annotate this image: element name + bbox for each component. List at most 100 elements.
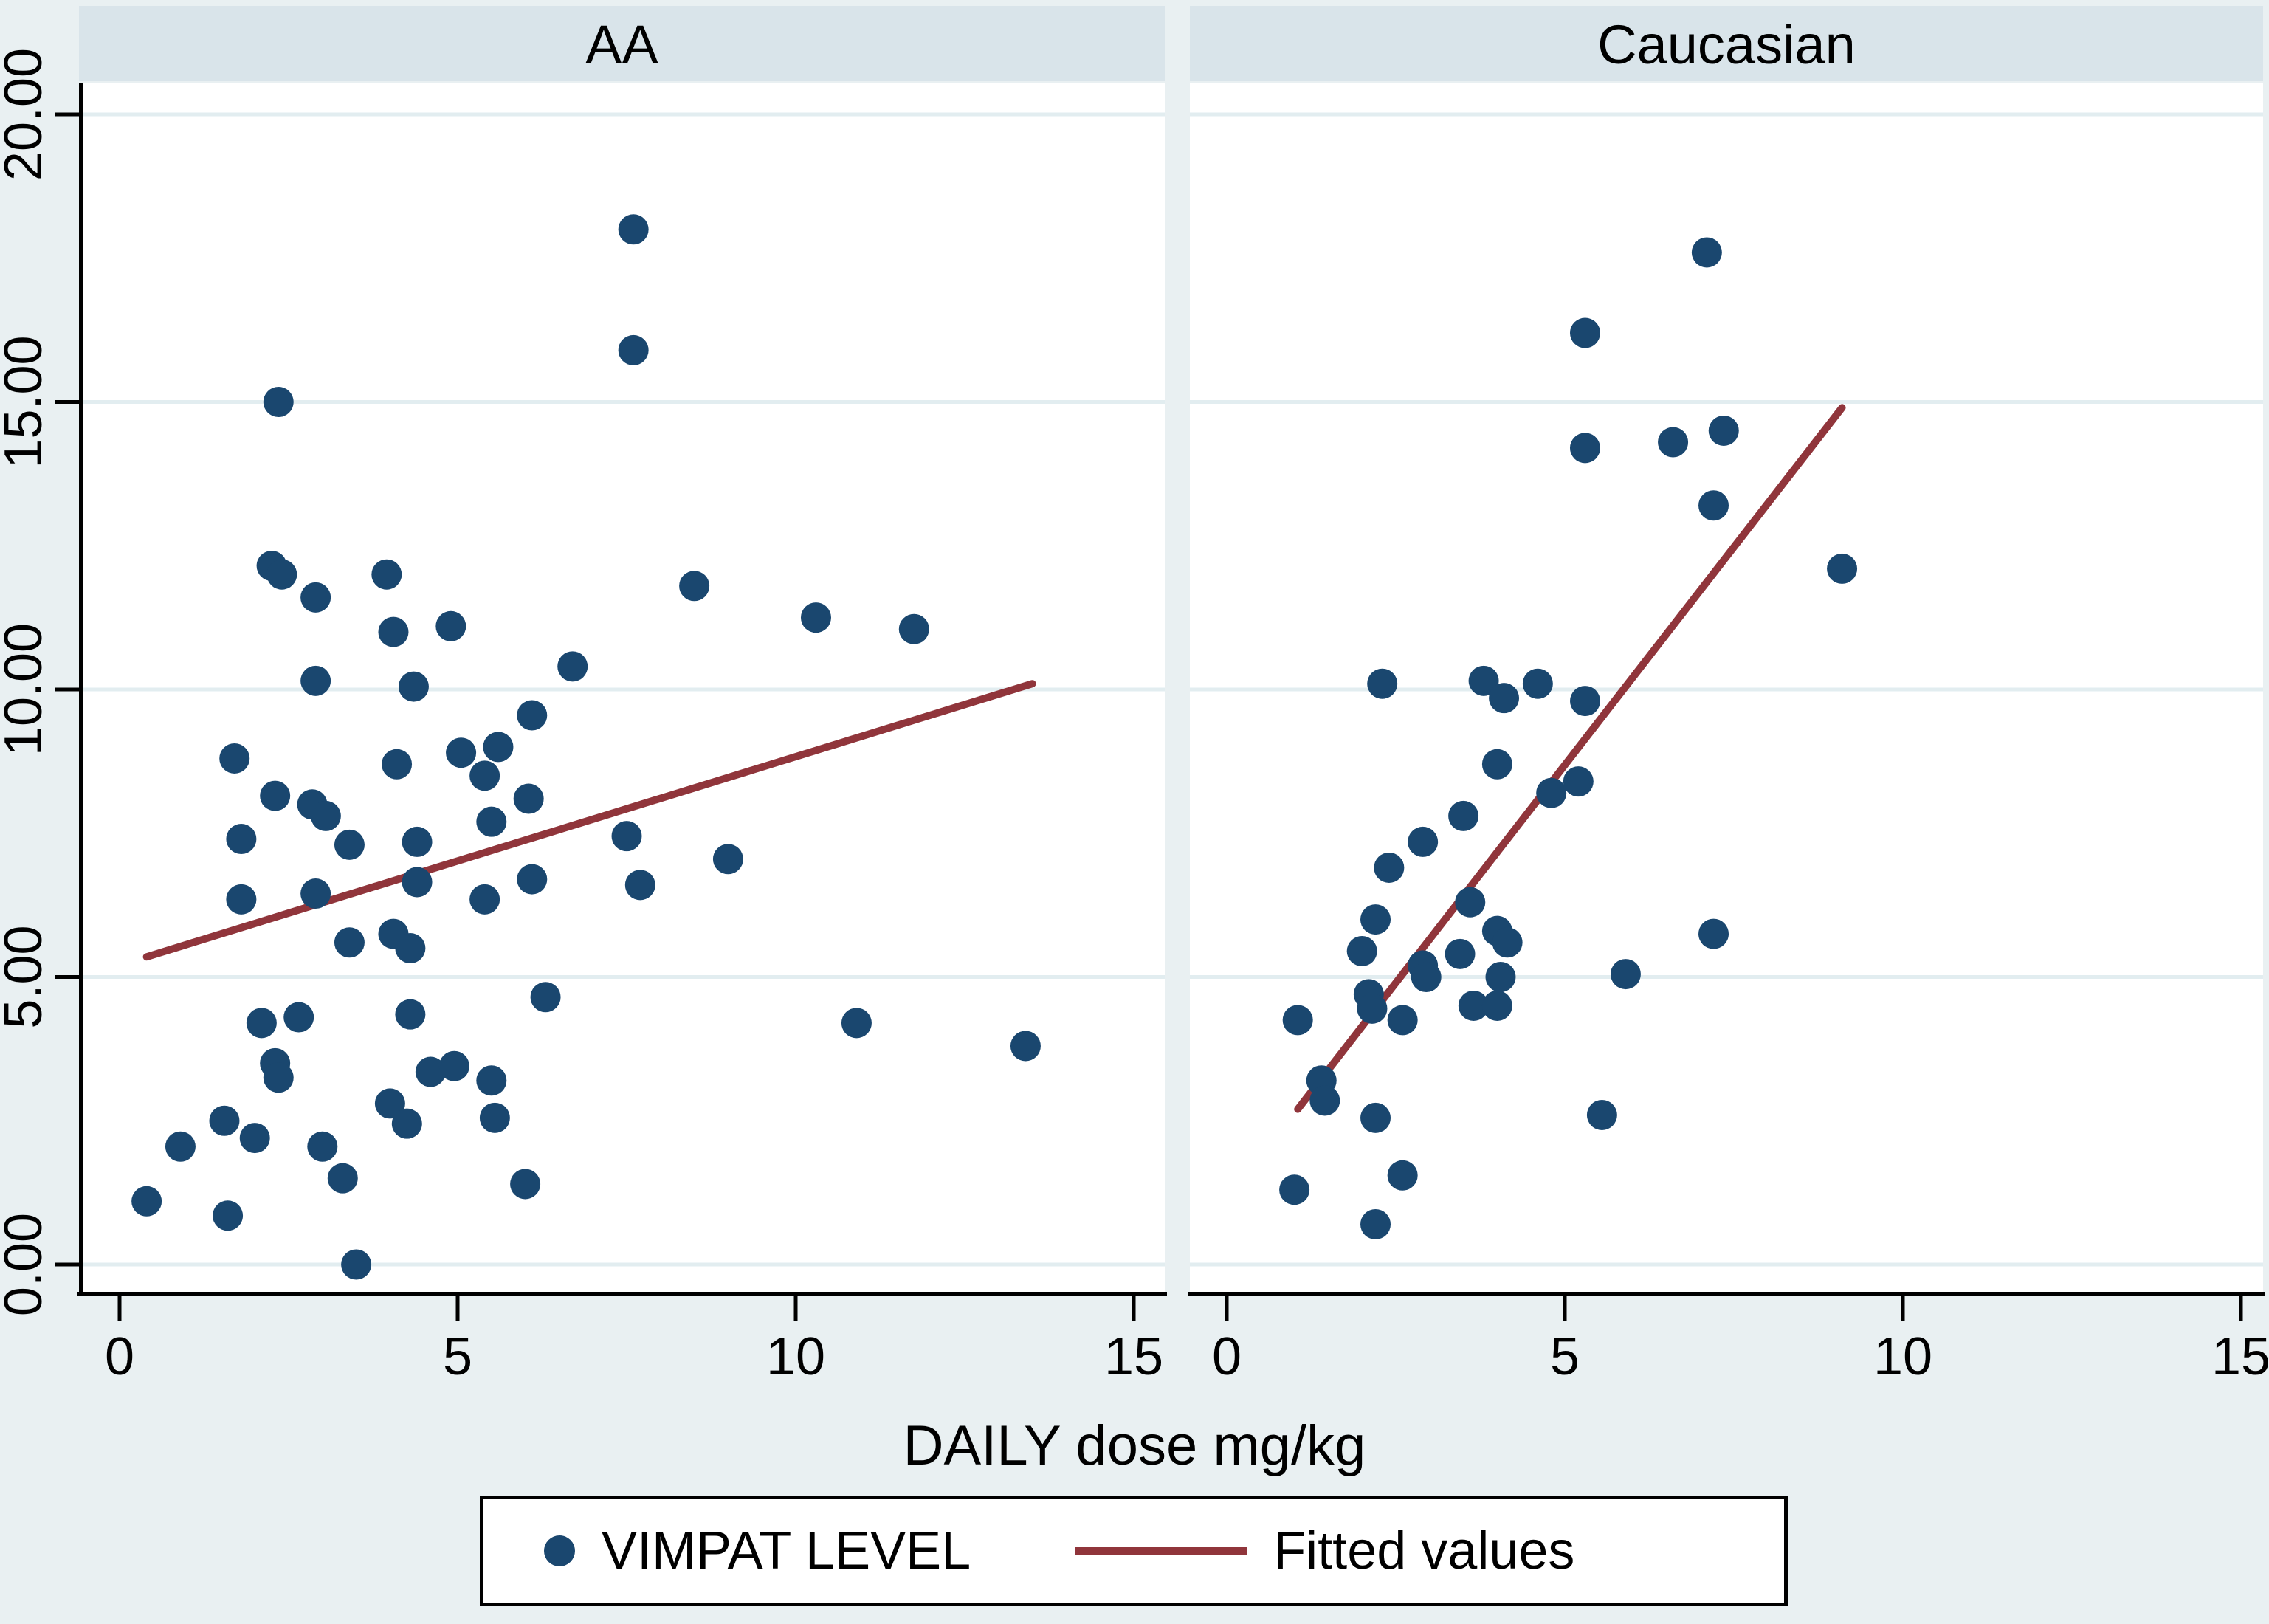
scatter-point — [283, 1002, 314, 1033]
scatter-point — [374, 1088, 405, 1119]
scatter-point — [1569, 317, 1600, 348]
plot-area — [79, 83, 1165, 1292]
scatter-point — [246, 1008, 277, 1039]
scatter-point — [469, 760, 500, 791]
scatter-point — [1485, 962, 1516, 992]
scatter-point — [510, 1169, 541, 1200]
scatter-point — [479, 1102, 510, 1133]
scatter-point — [1411, 962, 1442, 992]
y-tick-label: 10.00 — [0, 623, 53, 756]
scatter-point — [469, 884, 500, 915]
scatter-point — [398, 671, 429, 702]
scatter-point — [611, 821, 642, 852]
scatter-point — [1346, 935, 1377, 966]
scatter-point — [624, 870, 655, 901]
scatter-point — [300, 582, 331, 613]
fitted-values-line — [142, 680, 1036, 961]
scatter-point — [712, 844, 743, 875]
scatter-point — [131, 1186, 162, 1217]
scatter-point — [1360, 904, 1391, 935]
scatter-point — [618, 214, 649, 245]
panel-title: AA — [585, 14, 658, 75]
panel-title-strip — [79, 6, 1165, 81]
scatter-point — [1698, 918, 1729, 949]
scatter-point — [310, 800, 341, 831]
scatter-point — [334, 927, 365, 958]
x-tick-label: 10 — [766, 1327, 825, 1386]
scatter-point — [1481, 990, 1512, 1021]
legend-line-label: Fitted values — [1273, 1521, 1575, 1580]
scatter-point — [395, 999, 426, 1030]
x-tick-label: 5 — [1550, 1327, 1580, 1386]
scatter-point — [327, 1163, 358, 1194]
y-tick-label: 0.00 — [0, 1213, 53, 1316]
scatter-point — [1691, 237, 1722, 268]
scatter-point — [1458, 990, 1489, 1021]
scatter-point — [395, 933, 426, 964]
scatter-point — [898, 613, 929, 644]
scatter-point — [1309, 1085, 1340, 1116]
scatter-point — [1455, 887, 1486, 918]
scatter-point — [438, 1050, 469, 1081]
scatter-point — [435, 610, 466, 641]
scatter-point — [1827, 553, 1858, 584]
scatter-point — [446, 737, 477, 768]
x-tick-label: 0 — [1212, 1327, 1242, 1386]
scatter-point — [476, 806, 507, 837]
scatter-point — [530, 982, 561, 1013]
scatter-point — [266, 559, 297, 590]
scatter-point — [483, 732, 514, 763]
scatter-point — [165, 1131, 196, 1162]
legend-marker-label: VIMPAT LEVEL — [602, 1521, 971, 1580]
scatter-point — [1536, 777, 1567, 808]
panel-title: Caucasian — [1597, 14, 1856, 75]
scatter-point — [800, 602, 831, 633]
scatter-point — [300, 665, 331, 696]
scatter-point — [517, 864, 548, 895]
scatter-point — [334, 829, 365, 860]
scatter-point — [1481, 749, 1512, 780]
y-tick-label: 15.00 — [0, 335, 53, 468]
scatter-point — [260, 780, 291, 811]
scatter-point — [1563, 766, 1594, 797]
scatter-point — [1522, 668, 1553, 699]
scatter-point — [557, 651, 588, 682]
scatter-point — [1367, 668, 1398, 699]
scatter-point — [1387, 1160, 1418, 1191]
legend-box: VIMPAT LEVEL Fitted values — [480, 1496, 1788, 1606]
scatter-point — [1698, 490, 1729, 521]
scatter-point — [1489, 683, 1520, 714]
scatter-point — [1010, 1031, 1041, 1062]
scatter-point — [1387, 1005, 1418, 1036]
scatter-point — [1586, 1099, 1617, 1130]
scatter-point — [1279, 1174, 1310, 1205]
scatter-point — [1357, 993, 1388, 1024]
x-tick-label: 15 — [2211, 1327, 2269, 1386]
scatter-point — [213, 1200, 244, 1231]
scatter-point — [679, 571, 710, 602]
x-tick-label: 0 — [105, 1327, 134, 1386]
plot-area — [1190, 83, 2263, 1292]
x-tick-label: 10 — [1873, 1327, 1932, 1386]
scatter-point — [1468, 665, 1499, 696]
scatter-point — [1569, 433, 1600, 464]
scatter-point — [1658, 427, 1689, 458]
x-tick-label: 5 — [443, 1327, 472, 1386]
x-tick-label: 15 — [1104, 1327, 1163, 1386]
scatter-point — [263, 1062, 294, 1093]
scatter-point — [618, 334, 649, 365]
scatter-point — [1360, 1102, 1391, 1133]
scatter-point — [1448, 800, 1479, 831]
scatter-point — [1408, 826, 1439, 857]
scatter-point — [382, 749, 413, 780]
scatter-point — [1445, 938, 1476, 969]
scatter-point — [402, 826, 433, 857]
scatter-point — [300, 878, 331, 909]
scatter-point — [415, 1056, 446, 1087]
y-tick-label: 5.00 — [0, 925, 53, 1028]
scatter-point — [517, 700, 548, 731]
scatter-point — [1360, 1208, 1391, 1239]
scatter-point — [476, 1065, 507, 1096]
